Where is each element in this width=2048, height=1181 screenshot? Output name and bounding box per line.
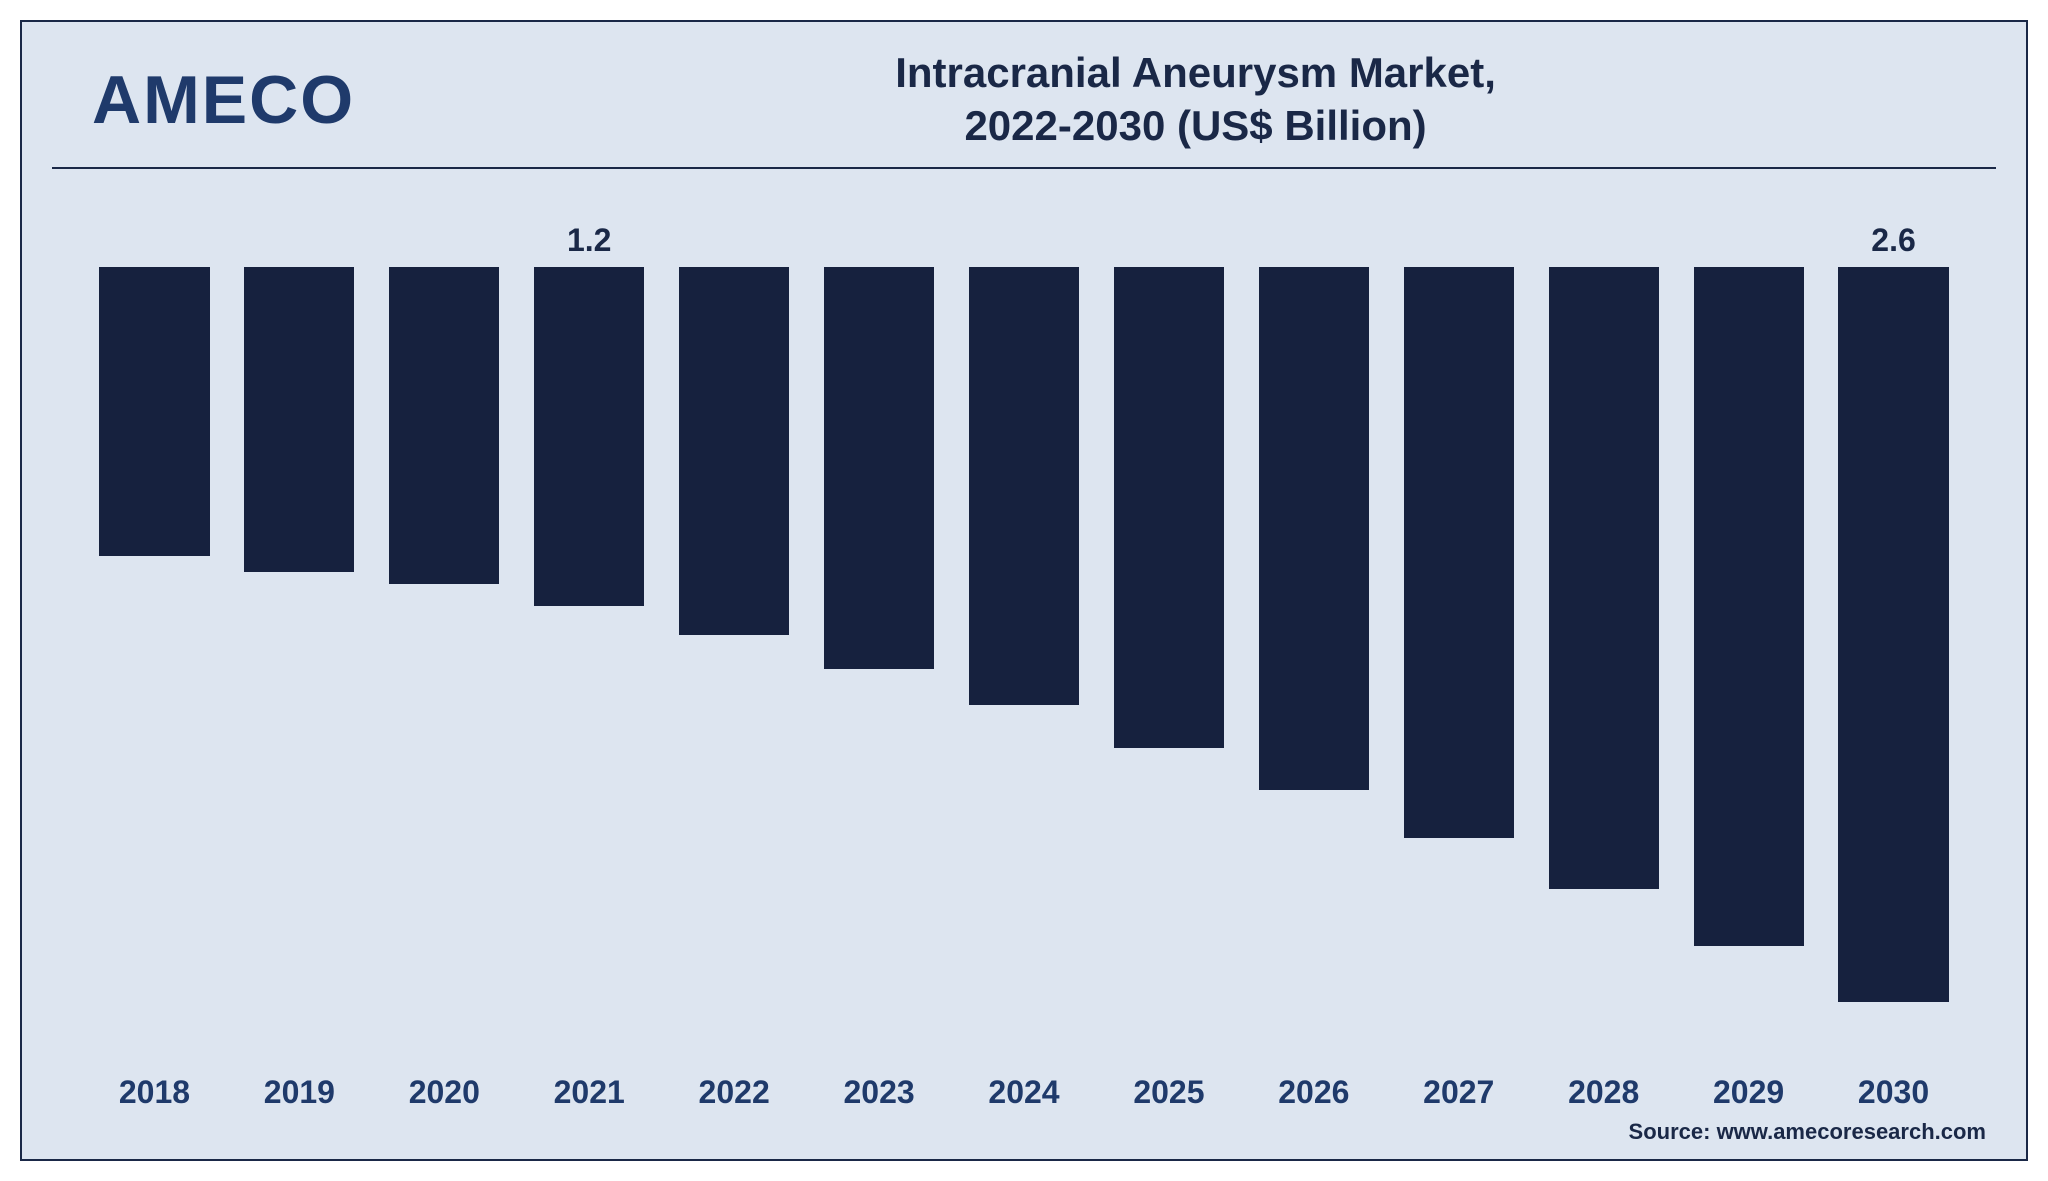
- title-line-2: 2022-2030 (US$ Billion): [435, 100, 1956, 153]
- bar-group: [372, 219, 517, 1059]
- bar-group: [1096, 219, 1241, 1059]
- bar: [679, 267, 789, 635]
- x-axis-label: 2025: [1096, 1074, 1241, 1111]
- bar: [824, 267, 934, 669]
- bar: [1114, 267, 1224, 748]
- x-axis-labels: 2018201920202021202220232024202520262027…: [72, 1074, 1976, 1111]
- x-axis-label: 2026: [1241, 1074, 1386, 1111]
- bar-group: [227, 219, 372, 1059]
- x-axis-label: 2024: [952, 1074, 1097, 1111]
- bar-group: [1386, 219, 1531, 1059]
- bar-group: [82, 219, 227, 1059]
- bar: [1694, 267, 1804, 946]
- bar: [1259, 267, 1369, 790]
- x-axis-label: 2029: [1676, 1074, 1821, 1111]
- x-axis-label: 2020: [372, 1074, 517, 1111]
- bar-value-label: 1.2: [567, 219, 611, 259]
- bars-wrapper: 1.2 2.6: [72, 219, 1976, 1059]
- x-axis-label: 2028: [1531, 1074, 1676, 1111]
- bar: [99, 267, 209, 556]
- bar-group: [1531, 219, 1676, 1059]
- bar-group: [952, 219, 1097, 1059]
- bar-value-label: 2.6: [1871, 219, 1915, 259]
- x-axis-label: 2018: [82, 1074, 227, 1111]
- bar-group: [662, 219, 807, 1059]
- bar-group: [1241, 219, 1386, 1059]
- source-text: Source: www.amecoresearch.com: [1629, 1119, 1986, 1145]
- bar-group: 1.2: [517, 219, 662, 1059]
- logo: AMECO: [92, 66, 355, 134]
- bar: [1838, 267, 1948, 1002]
- chart-header: AMECO Intracranial Aneurysm Market, 2022…: [52, 22, 1996, 169]
- bar: [1549, 267, 1659, 889]
- plot-area: 1.2 2.6: [72, 219, 1976, 1059]
- x-axis-label: 2021: [517, 1074, 662, 1111]
- chart-container: AMECO Intracranial Aneurysm Market, 2022…: [20, 20, 2028, 1161]
- bar-group: [1676, 219, 1821, 1059]
- bar: [969, 267, 1079, 705]
- bar: [534, 267, 644, 606]
- x-axis-label: 2019: [227, 1074, 372, 1111]
- bar: [1404, 267, 1514, 838]
- x-axis-label: 2022: [662, 1074, 807, 1111]
- bar-group: [807, 219, 952, 1059]
- title-line-1: Intracranial Aneurysm Market,: [435, 47, 1956, 100]
- x-axis-label: 2030: [1821, 1074, 1966, 1111]
- bar: [244, 267, 354, 572]
- chart-title: Intracranial Aneurysm Market, 2022-2030 …: [435, 47, 1956, 152]
- x-axis-label: 2023: [807, 1074, 952, 1111]
- bar-group: 2.6: [1821, 219, 1966, 1059]
- bar: [389, 267, 499, 584]
- x-axis-label: 2027: [1386, 1074, 1531, 1111]
